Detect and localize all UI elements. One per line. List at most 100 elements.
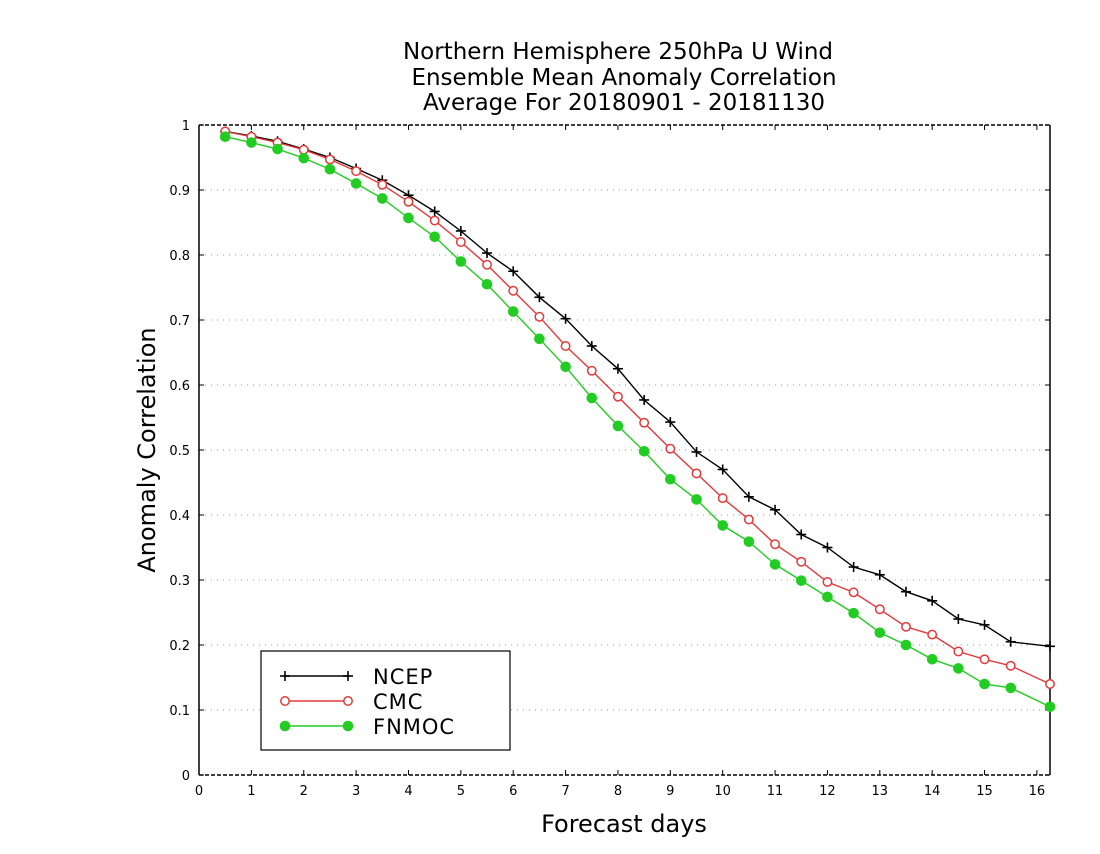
- data-point-cmc: [1005, 660, 1016, 671]
- data-point-fnmoc: [350, 178, 362, 189]
- data-point-cmc: [613, 391, 623, 402]
- data-point-ncep: [1045, 641, 1055, 652]
- data-point-ncep: [639, 394, 650, 405]
- data-point-cmc: [482, 259, 492, 270]
- data-point-cmc: [953, 646, 964, 657]
- data-point-ncep: [796, 529, 807, 540]
- data-point-fnmoc: [795, 575, 807, 586]
- x-tick-label: 2: [300, 784, 308, 799]
- data-point-cmc: [586, 365, 597, 376]
- data-point-cmc: [874, 604, 885, 615]
- y-tick-label: 0.8: [169, 249, 190, 264]
- x-tick-label: 1: [247, 784, 255, 799]
- data-point-cmc: [848, 587, 859, 598]
- legend-marker-end-fnmoc: [342, 720, 354, 732]
- data-point-fnmoc: [272, 143, 283, 155]
- x-tick-label: 8: [614, 784, 622, 799]
- legend-entry-ncep: NCEP: [280, 665, 433, 689]
- y-tick-label: 0.6: [169, 379, 190, 394]
- data-point-fnmoc: [926, 654, 938, 665]
- data-point-cmc: [796, 556, 807, 567]
- data-point-ncep: [455, 225, 466, 236]
- data-point-fnmoc: [691, 494, 702, 505]
- data-point-fnmoc: [376, 193, 388, 204]
- x-tick-label: 15: [976, 784, 993, 799]
- data-point-fnmoc: [848, 607, 859, 619]
- data-point-fnmoc: [324, 163, 336, 175]
- y-tick-label: 1: [182, 119, 190, 134]
- y-tick-label: 0.7: [169, 314, 190, 329]
- data-point-fnmoc: [769, 559, 781, 570]
- x-tick-label: 13: [872, 784, 889, 799]
- data-point-cmc: [822, 577, 833, 587]
- data-point-cmc: [298, 144, 309, 155]
- data-point-cmc: [351, 166, 362, 177]
- data-point-cmc: [770, 539, 781, 550]
- data-point-cmc: [429, 215, 440, 226]
- data-point-cmc: [639, 417, 650, 428]
- x-tick-label: 3: [352, 784, 360, 799]
- data-point-fnmoc: [455, 256, 467, 267]
- y-axis-title: Anomaly Correlation: [133, 327, 161, 572]
- data-point-ncep: [717, 464, 728, 475]
- chart-title-line-1: Northern Hemisphere 250hPa U Wind: [403, 39, 833, 65]
- legend-label-fnmoc: FNMOC: [373, 715, 455, 739]
- data-point-fnmoc: [586, 392, 598, 404]
- data-point-fnmoc: [900, 639, 912, 651]
- data-point-cmc: [717, 493, 728, 504]
- chart-title-line-2: Ensemble Mean Anomaly Correlation: [411, 65, 836, 91]
- x-tick-label: 4: [404, 784, 412, 799]
- axes: 00.10.20.30.40.50.60.70.80.910 1 2 3 4 5 6 7 8 9 1…: [169, 119, 1051, 799]
- data-point-ncep: [534, 292, 545, 303]
- data-point-fnmoc: [874, 627, 886, 638]
- data-point-cmc: [455, 237, 466, 247]
- y-tick-label: 0: [182, 769, 190, 784]
- x-tick-label: 6: [509, 784, 517, 799]
- y-tick-label: 0.4: [169, 509, 190, 524]
- data-point-ncep: [927, 595, 938, 606]
- data-point-ncep: [560, 313, 571, 324]
- data-point-ncep: [508, 266, 519, 277]
- data-point-cmc: [1045, 679, 1055, 689]
- x-tick-label: 0: [195, 784, 203, 799]
- data-point-cmc: [377, 179, 388, 190]
- data-point-cmc: [508, 285, 519, 296]
- x-tick-label: 10: [714, 784, 731, 799]
- x-tick-label: 11: [767, 784, 784, 799]
- series-fnmoc: [219, 131, 1056, 713]
- data-point-cmc: [979, 654, 990, 665]
- data-point-fnmoc: [612, 420, 624, 432]
- legend-marker-start-fnmoc: [279, 720, 291, 732]
- x-tick-label: 9: [666, 784, 674, 799]
- series-cmc: [220, 126, 1055, 689]
- data-point-ncep: [900, 586, 911, 597]
- x-tick-label: 16: [1029, 784, 1046, 799]
- x-tick-label: 12: [819, 784, 836, 799]
- chart-title-line-3: Average For 20180901 - 20181130: [423, 90, 825, 116]
- data-point-ncep: [482, 248, 493, 259]
- data-point-fnmoc: [822, 591, 833, 603]
- legend-marker-start-ncep: [280, 671, 290, 681]
- data-point-ncep: [770, 504, 781, 515]
- data-point-ncep: [822, 542, 833, 553]
- data-point-cmc: [534, 311, 545, 322]
- data-point-cmc: [743, 514, 754, 525]
- legend-label-ncep: NCEP: [373, 665, 433, 689]
- data-point-fnmoc: [665, 473, 676, 485]
- legend-marker-start-cmc: [280, 696, 290, 706]
- series-line-cmc: [225, 130, 1051, 685]
- data-point-cmc: [665, 443, 676, 454]
- y-tick-label: 0.9: [169, 184, 190, 199]
- legend-entry-cmc: CMC: [280, 690, 422, 714]
- legend-marker-end-ncep: [343, 671, 353, 681]
- x-axis-title: Forecast days: [541, 810, 707, 838]
- data-point-cmc: [927, 629, 938, 640]
- data-point-cmc: [560, 341, 571, 351]
- data-point-ncep: [953, 614, 964, 624]
- data-point-ncep: [612, 363, 623, 374]
- data-point-ncep: [874, 569, 885, 580]
- data-point-fnmoc: [403, 212, 414, 224]
